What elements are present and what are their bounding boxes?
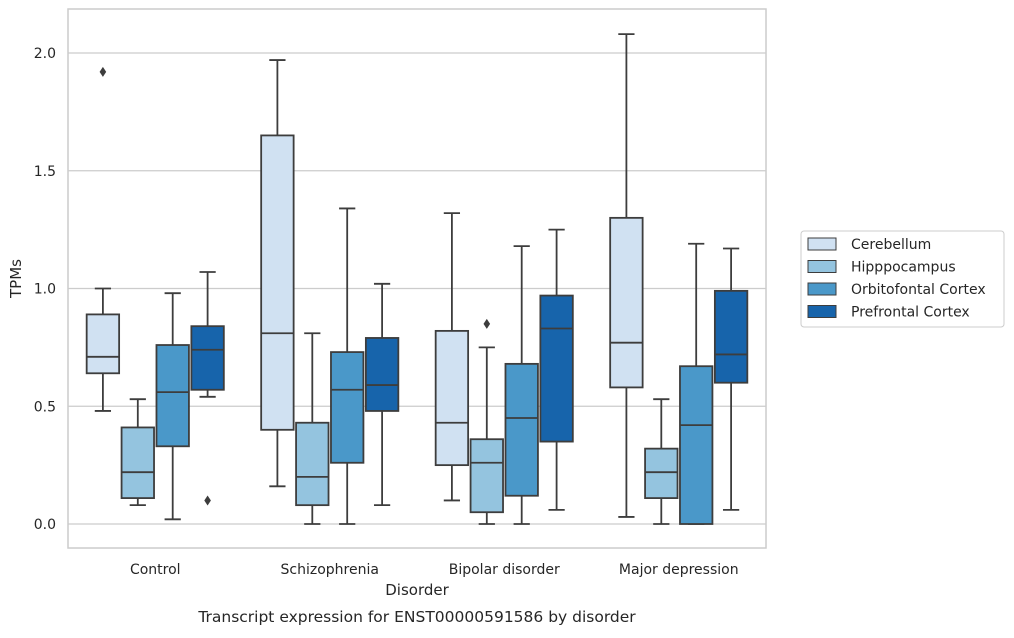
box-body bbox=[539, 294, 574, 443]
box-body bbox=[190, 325, 225, 391]
box-1-3 bbox=[644, 398, 679, 525]
legend-swatch bbox=[807, 282, 837, 296]
box-body bbox=[679, 365, 714, 525]
y-axis-title: TPMs bbox=[7, 259, 25, 299]
box-0-1 bbox=[260, 59, 295, 488]
box-0-3 bbox=[609, 33, 644, 518]
box-2-3 bbox=[679, 242, 714, 525]
box-body bbox=[260, 134, 295, 431]
box-3-0 bbox=[190, 271, 225, 506]
box-0-2 bbox=[434, 212, 470, 502]
box-body bbox=[364, 337, 400, 412]
boxes bbox=[85, 33, 749, 525]
box-1-1 bbox=[295, 332, 330, 525]
box-body bbox=[120, 426, 155, 499]
box-body bbox=[155, 344, 190, 448]
box-body bbox=[644, 447, 679, 499]
box-body bbox=[469, 438, 504, 514]
legend-swatch bbox=[807, 237, 837, 251]
legend: Cerebellum Hipppocampus Orbitofontal Corte… bbox=[800, 230, 1005, 328]
box-1-2 bbox=[469, 318, 504, 525]
y-tick-label: 0.5 bbox=[34, 399, 56, 415]
box-3-1 bbox=[364, 282, 400, 507]
x-axis-title: Disorder bbox=[385, 581, 449, 599]
box-3-2 bbox=[539, 228, 574, 511]
legend-label: Cerebellum bbox=[851, 237, 931, 253]
x-tick-label: Bipolar disorder bbox=[449, 562, 560, 578]
box-1-0 bbox=[120, 398, 155, 507]
legend-label: Hipppocampus bbox=[851, 260, 956, 276]
outlier-point bbox=[204, 495, 211, 506]
chart-caption: Transcript expression for ENST0000059158… bbox=[197, 608, 636, 626]
x-axis-ticks: Control Schizophrenia Bipolar disorder Majo… bbox=[130, 562, 739, 578]
box-body bbox=[609, 216, 644, 389]
y-tick-label: 2.0 bbox=[34, 46, 56, 62]
box-0-0 bbox=[85, 66, 121, 412]
box-body bbox=[295, 421, 330, 507]
box-3-3 bbox=[713, 247, 749, 511]
legend-swatch bbox=[807, 305, 837, 318]
legend-frame bbox=[800, 230, 1005, 328]
y-tick-label: 0.0 bbox=[34, 517, 56, 533]
outlier-point bbox=[99, 66, 107, 77]
y-tick-label: 1.0 bbox=[34, 282, 56, 298]
box-2-1 bbox=[330, 207, 365, 525]
box-body bbox=[85, 313, 121, 375]
x-tick-label: Control bbox=[130, 562, 181, 578]
box-body bbox=[434, 329, 470, 467]
x-tick-label: Major depression bbox=[619, 562, 739, 578]
x-tick-label: Schizophrenia bbox=[281, 562, 379, 578]
outlier-point bbox=[483, 318, 491, 329]
y-axis-ticks: 0.0 0.5 1.0 1.5 2.0 bbox=[34, 46, 56, 533]
legend-swatch bbox=[807, 260, 837, 273]
legend-label: Prefrontal Cortex bbox=[851, 305, 970, 321]
legend-label: Orbitofontal Cortex bbox=[851, 282, 986, 298]
box-2-2 bbox=[504, 245, 539, 525]
box-2-0 bbox=[155, 292, 190, 521]
box-body bbox=[504, 362, 539, 497]
box-body bbox=[330, 351, 365, 464]
box-body bbox=[713, 289, 749, 384]
y-tick-label: 1.5 bbox=[34, 164, 56, 180]
